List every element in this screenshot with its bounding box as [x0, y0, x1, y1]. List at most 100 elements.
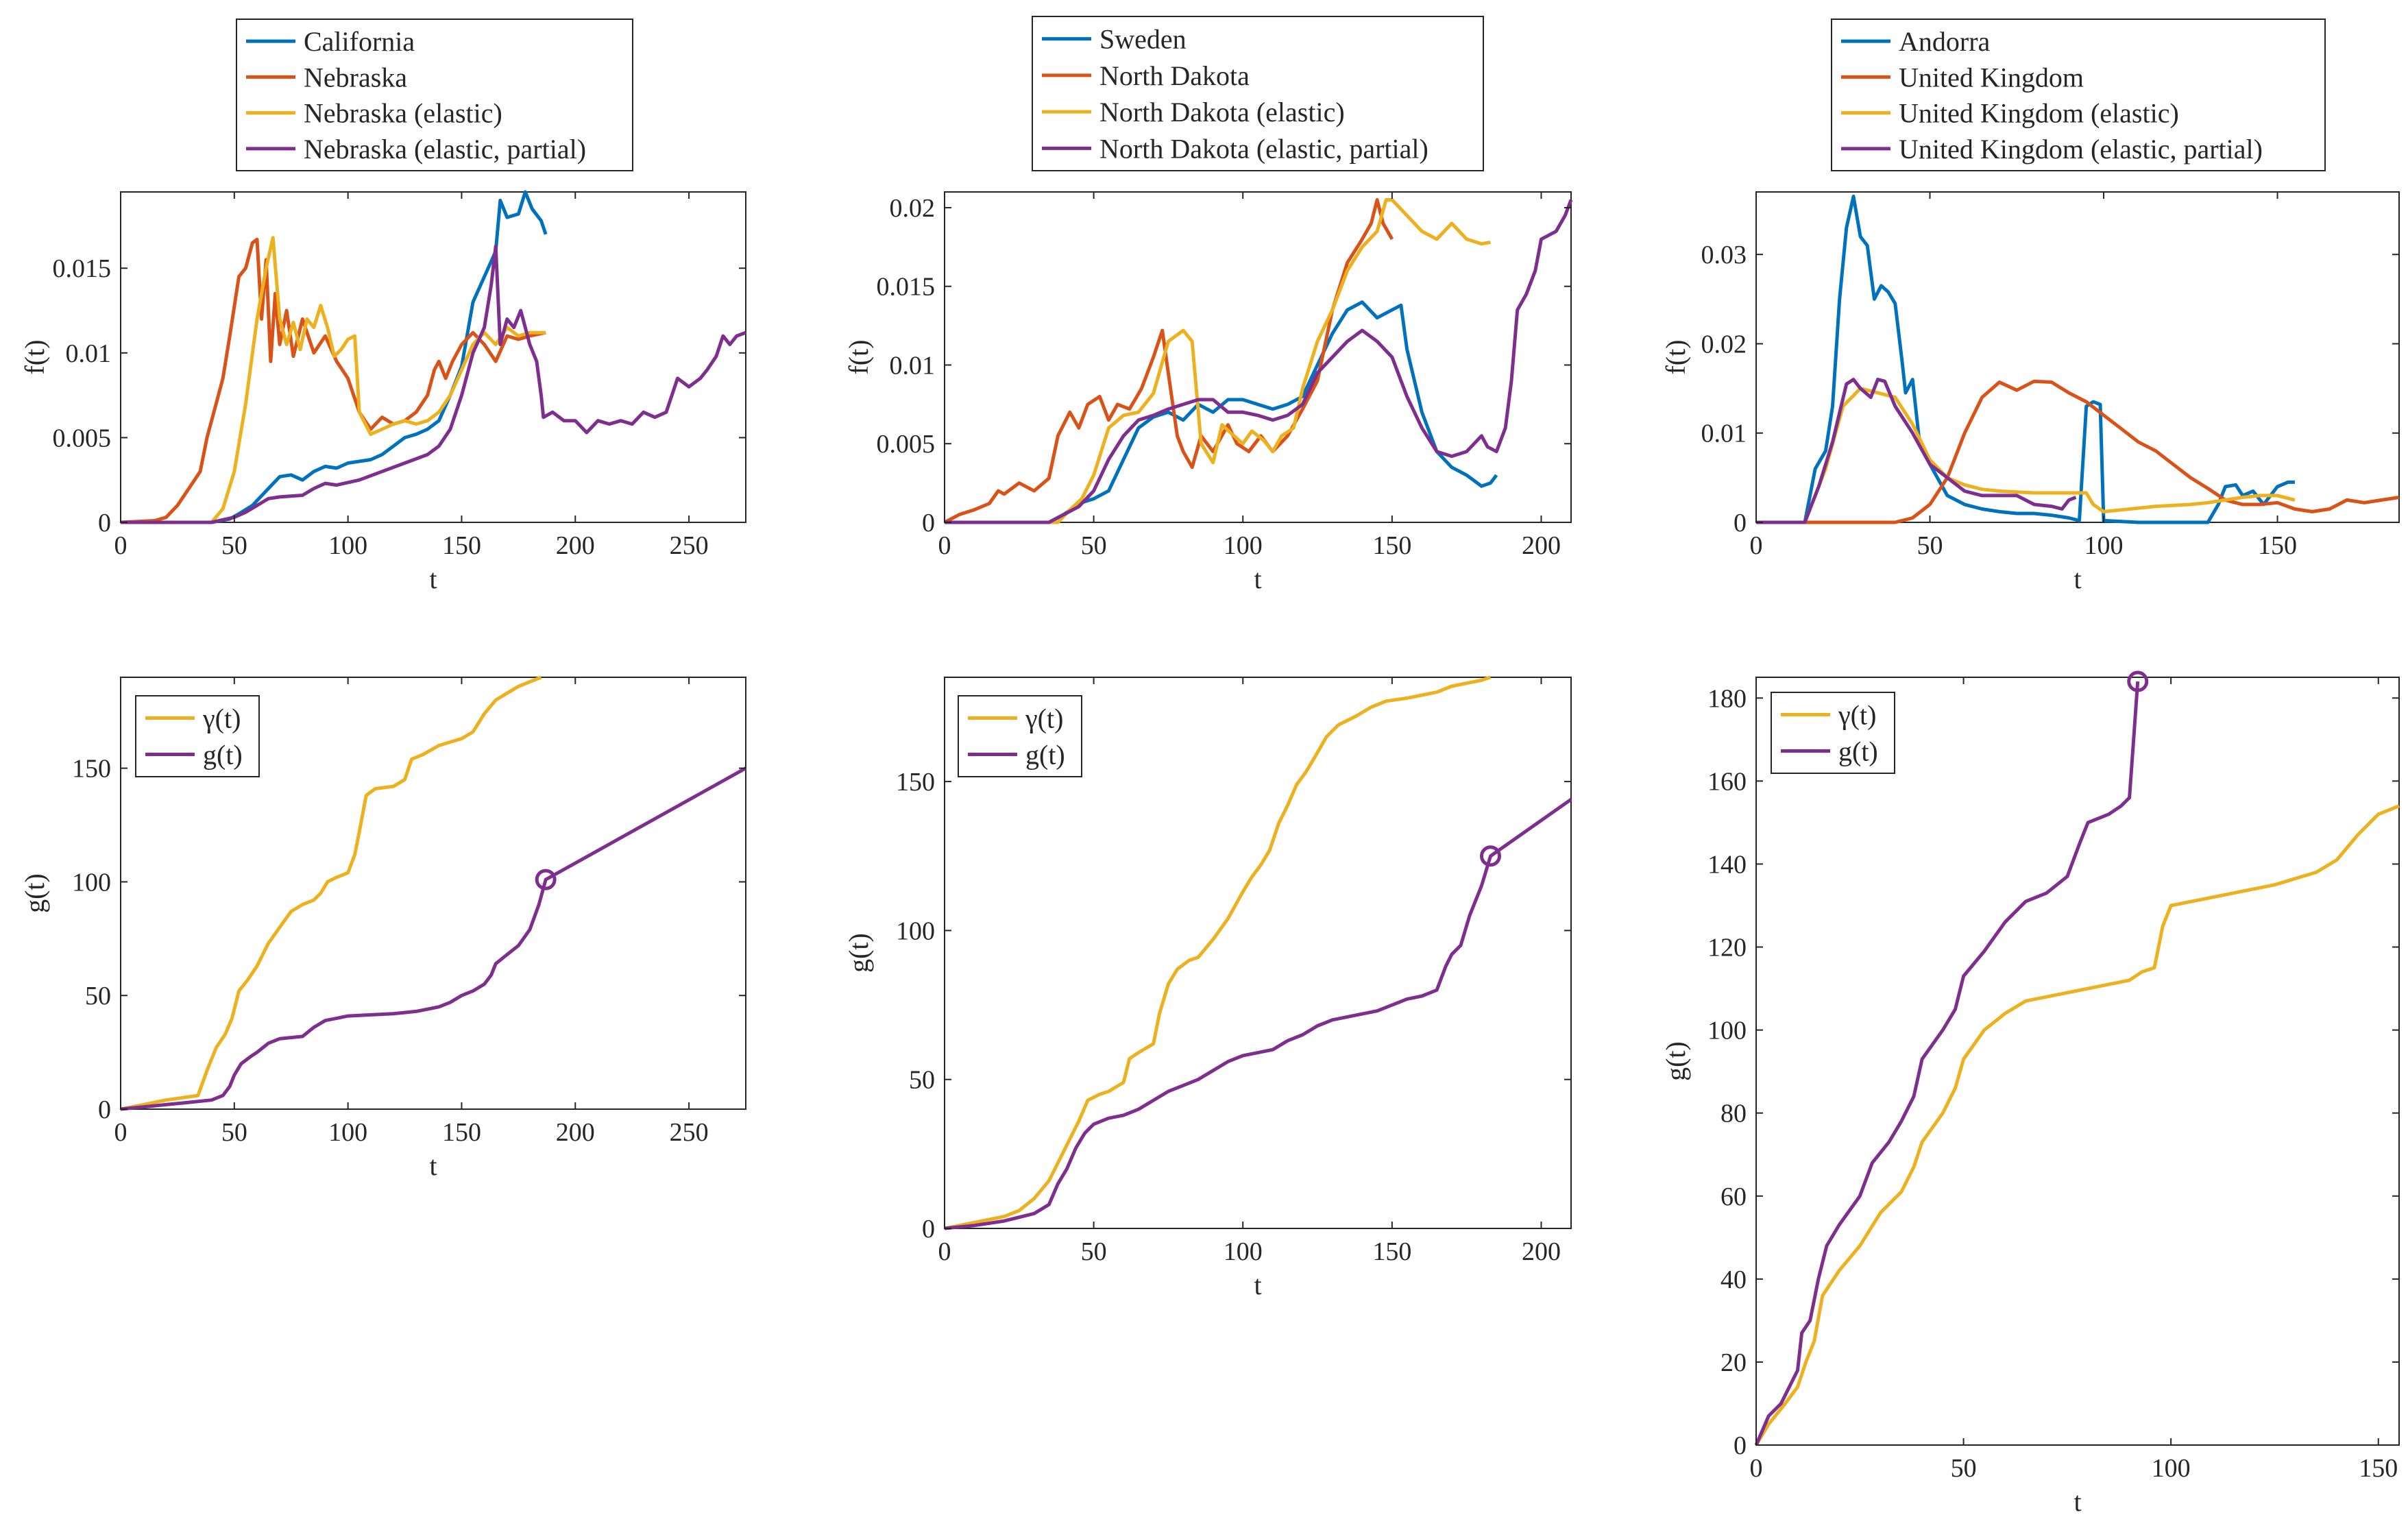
- legend-entry: Sweden: [1099, 24, 1187, 55]
- subplot-p2: 0 50 100 150 200 0 0.005 0.01 0.015 0.02 t f(t) Swed…: [843, 16, 1573, 594]
- x-tick-label: 100: [328, 1118, 367, 1147]
- x-tick-label: 0: [1750, 531, 1763, 560]
- x-tick-label: 150: [2359, 1454, 2398, 1483]
- plot-area: [1755, 191, 2400, 523]
- y-tick-label: 0.01: [1701, 420, 1747, 448]
- legend: Sweden North Dakota North Dakota (elastic)…: [1032, 16, 1484, 171]
- x-tick-label: 0: [114, 1118, 127, 1147]
- series-line-2: [1754, 681, 2140, 1446]
- end-marker: [535, 869, 557, 890]
- series-line-3: [1756, 387, 2296, 524]
- x-tick-label: 50: [1917, 531, 1943, 560]
- y-tick-label: 0.01: [66, 339, 112, 368]
- y-tick-label: 180: [1707, 684, 1747, 713]
- legend-entry: g(t): [203, 740, 243, 771]
- x-tick-label: 50: [1081, 1237, 1107, 1266]
- series-line-1: [120, 675, 542, 1111]
- y-tick-label: 20: [1720, 1348, 1747, 1377]
- x-tick-label: 50: [1951, 1454, 1977, 1483]
- y-axis-label: g(t): [843, 933, 874, 973]
- legend-entry: United Kingdom (elastic): [1899, 98, 2179, 129]
- series-line-1: [944, 675, 1492, 1230]
- y-tick-label: 50: [909, 1066, 935, 1095]
- legend-entry: g(t): [1025, 740, 1065, 771]
- x-axis-label: t: [1254, 563, 1261, 594]
- x-tick-label: 100: [1224, 1237, 1263, 1266]
- end-marker: [1479, 845, 1501, 867]
- y-tick-label: 150: [72, 755, 111, 784]
- y-tick-label: 0.02: [1701, 330, 1747, 359]
- legend: Andorra United Kingdom United Kingdom (ela…: [1831, 19, 2326, 171]
- series-line-1: [1754, 804, 2400, 1446]
- series-line-2: [120, 237, 546, 524]
- legend-box: [1771, 692, 1895, 774]
- x-tick-label: 200: [556, 1118, 595, 1147]
- y-tick-label: 0: [1734, 1431, 1747, 1460]
- x-tick-label: 200: [1522, 531, 1561, 560]
- series-line-1: [121, 190, 548, 524]
- x-tick-label: 150: [442, 1118, 481, 1147]
- series-line-3: [121, 236, 546, 524]
- legend-box: [135, 695, 260, 777]
- x-axis-label: t: [429, 1150, 437, 1181]
- legend-entry: North Dakota (elastic, partial): [1099, 133, 1428, 164]
- legend-entry: North Dakota (elastic): [1099, 97, 1345, 128]
- y-axis-label: f(t): [1660, 339, 1691, 374]
- end-marker: [2127, 670, 2149, 692]
- x-tick-label: 250: [670, 1118, 709, 1147]
- series-line-1: [945, 300, 1498, 524]
- legend-entry: g(t): [1838, 736, 1878, 767]
- x-axis-label: t: [1254, 1270, 1261, 1300]
- y-tick-label: 0.015: [53, 254, 112, 283]
- legend-entry: United Kingdom (elastic, partial): [1899, 134, 2263, 165]
- series-line-4: [1756, 378, 2077, 524]
- legend: γ(t) g(t): [958, 695, 1082, 777]
- plot-area: [944, 191, 1572, 523]
- legend-entry: North Dakota: [1099, 60, 1250, 91]
- x-axis-label: t: [2073, 563, 2081, 594]
- y-tick-label: 140: [1707, 850, 1747, 879]
- x-tick-label: 150: [1372, 531, 1411, 560]
- legend-entry: γ(t): [1838, 700, 1876, 731]
- y-tick-label: 0: [922, 509, 935, 537]
- legend-entry: Nebraska (elastic): [304, 98, 502, 129]
- series-line-2: [1756, 379, 2400, 524]
- legend-entry: United Kingdom: [1899, 62, 2084, 93]
- y-tick-label: 40: [1720, 1265, 1747, 1294]
- x-tick-label: 150: [1372, 1237, 1411, 1266]
- plot-area: [1755, 677, 2400, 1446]
- y-tick-label: 150: [896, 768, 935, 797]
- legend-box: [236, 19, 633, 171]
- legend: γ(t) g(t): [1771, 692, 1895, 774]
- series-line-1: [1756, 195, 2295, 524]
- legend-box: [958, 695, 1082, 777]
- x-tick-label: 200: [556, 531, 595, 560]
- legend-box: [1032, 16, 1484, 171]
- legend-entry: Nebraska (elastic, partial): [304, 134, 586, 165]
- y-tick-label: 0.03: [1701, 241, 1747, 269]
- y-tick-label: 0.015: [877, 273, 936, 302]
- x-tick-label: 50: [221, 531, 247, 560]
- x-tick-label: 100: [1224, 531, 1263, 560]
- y-tick-label: 50: [85, 982, 111, 1010]
- series-line-4: [121, 244, 746, 524]
- x-tick-label: 200: [1522, 1237, 1561, 1266]
- y-tick-label: 80: [1720, 1100, 1747, 1128]
- y-tick-label: 0.005: [877, 430, 936, 459]
- x-tick-label: 0: [114, 531, 127, 560]
- x-tick-label: 250: [670, 531, 709, 560]
- y-tick-label: 0.005: [53, 424, 112, 452]
- x-tick-label: 0: [938, 531, 951, 560]
- x-tick-label: 100: [2084, 531, 2124, 560]
- y-tick-label: 100: [72, 868, 111, 897]
- x-tick-label: 150: [442, 531, 481, 560]
- legend-entry: California: [304, 26, 415, 57]
- y-tick-label: 100: [1707, 1017, 1747, 1045]
- plot-area: [120, 191, 746, 523]
- series-line-2: [943, 198, 1394, 524]
- x-tick-label: 150: [2258, 531, 2297, 560]
- series-line-4: [945, 199, 1573, 524]
- legend-entry: γ(t): [202, 703, 241, 734]
- subplot-p5: 0 50 100 150 200 0 50 100 150 t g(t) γ(t) g(t): [843, 675, 1572, 1300]
